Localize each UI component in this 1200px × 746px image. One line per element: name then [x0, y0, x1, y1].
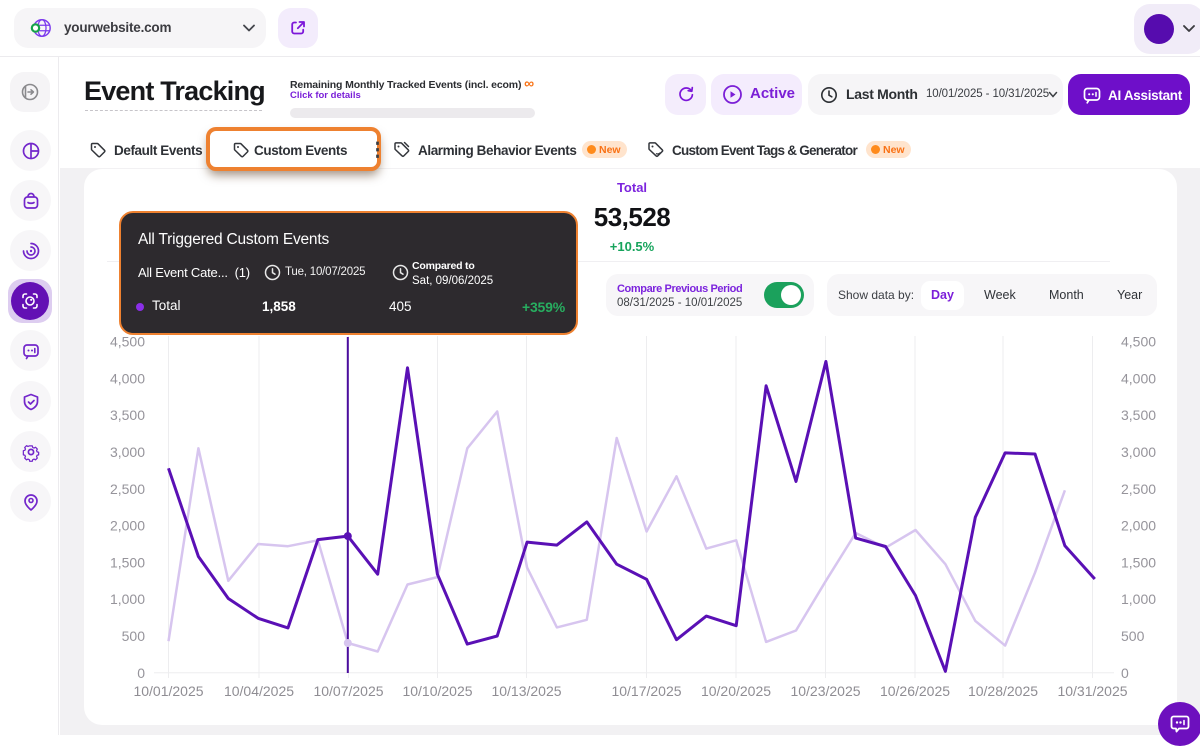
svg-text:10/07/2025: 10/07/2025 [313, 683, 383, 699]
svg-text:1,500: 1,500 [110, 554, 145, 570]
svg-text:3,000: 3,000 [1121, 444, 1156, 460]
svg-text:0: 0 [137, 665, 145, 681]
svg-text:10/04/2025: 10/04/2025 [224, 683, 294, 699]
svg-text:2,000: 2,000 [1121, 518, 1156, 534]
svg-text:10/17/2025: 10/17/2025 [611, 683, 681, 699]
svg-text:10/31/2025: 10/31/2025 [1057, 683, 1127, 699]
svg-text:0: 0 [1121, 665, 1129, 681]
svg-text:3,500: 3,500 [110, 407, 145, 423]
svg-text:10/01/2025: 10/01/2025 [133, 683, 203, 699]
svg-text:4,000: 4,000 [110, 370, 145, 386]
svg-text:500: 500 [1121, 628, 1145, 644]
svg-text:4,500: 4,500 [110, 334, 145, 350]
svg-text:10/20/2025: 10/20/2025 [701, 683, 771, 699]
svg-text:2,500: 2,500 [1121, 481, 1156, 497]
svg-text:10/10/2025: 10/10/2025 [402, 683, 472, 699]
svg-text:500: 500 [122, 628, 146, 644]
svg-text:3,500: 3,500 [1121, 407, 1156, 423]
svg-text:10/28/2025: 10/28/2025 [968, 683, 1038, 699]
svg-text:10/23/2025: 10/23/2025 [790, 683, 860, 699]
svg-text:4,500: 4,500 [1121, 334, 1156, 350]
svg-text:2,500: 2,500 [110, 481, 145, 497]
svg-text:4,000: 4,000 [1121, 370, 1156, 386]
svg-text:1,500: 1,500 [1121, 554, 1156, 570]
svg-text:2,000: 2,000 [110, 518, 145, 534]
svg-text:10/26/2025: 10/26/2025 [880, 683, 950, 699]
svg-text:3,000: 3,000 [110, 444, 145, 460]
svg-text:10/13/2025: 10/13/2025 [491, 683, 561, 699]
svg-text:1,000: 1,000 [1121, 591, 1156, 607]
svg-text:1,000: 1,000 [110, 591, 145, 607]
